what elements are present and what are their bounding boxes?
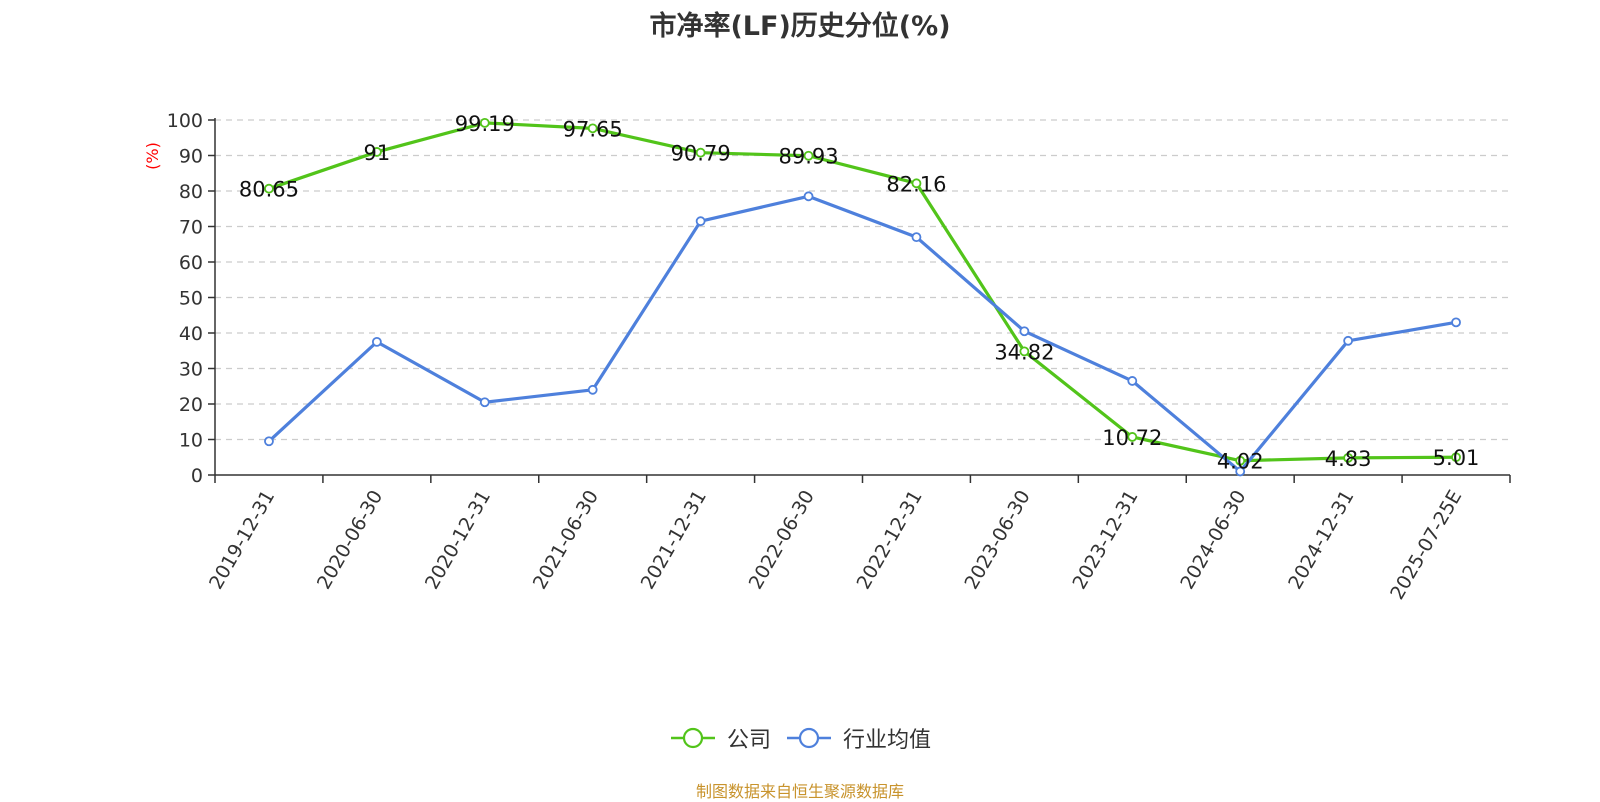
- x-tick-label: 2023-06-30: [960, 487, 1034, 594]
- x-tick-label: 2022-12-31: [853, 486, 927, 593]
- data-point: [695, 147, 706, 158]
- data-label: 80.65: [239, 178, 299, 202]
- data-point: [911, 178, 922, 189]
- y-tick-label: 90: [179, 146, 203, 168]
- data-point: [911, 232, 922, 243]
- x-tick-label: 2019-12-31: [205, 487, 279, 594]
- y-tick-label: 100: [167, 110, 203, 132]
- chart-title: 市净率(LF)历史分位(%): [649, 11, 951, 42]
- data-point: [1451, 452, 1461, 463]
- data-point: [803, 150, 814, 161]
- data-point: [479, 117, 490, 128]
- series-line-company: [268, 121, 1457, 463]
- legend-label: 公司: [726, 728, 771, 753]
- series-line-industry-avg: [267, 194, 1457, 474]
- data-point: [1127, 376, 1138, 386]
- x-tick-label: 2024-12-31: [1284, 487, 1358, 594]
- data-label: 91: [364, 141, 391, 165]
- data-point: [1127, 432, 1138, 442]
- x-tick-label: 2023-12-31: [1068, 487, 1142, 594]
- data-point: [1019, 346, 1030, 357]
- y-tick-label: 80: [179, 181, 203, 203]
- y-tick-label: 10: [179, 430, 203, 452]
- legend-marker-icon: [787, 727, 831, 749]
- y-tick-label: 0: [191, 465, 203, 487]
- legend-label: 行业均值: [843, 728, 932, 753]
- data-point: [371, 147, 382, 157]
- data-point: [587, 123, 598, 134]
- data-point: [371, 336, 382, 347]
- data-label: 82.16: [886, 172, 946, 196]
- data-label: 97.65: [563, 117, 623, 141]
- data-label: 10.72: [1102, 426, 1162, 450]
- y-tick-label: 50: [179, 288, 203, 310]
- x-tick-label: 2020-06-30: [313, 487, 387, 594]
- legend-item[interactable]: 公司: [669, 722, 771, 754]
- data-point: [1343, 335, 1354, 346]
- data-point: [1019, 326, 1030, 337]
- y-tick-label: 40: [179, 323, 203, 345]
- x-tick-label: 2022-06-30: [745, 487, 819, 594]
- data-labels: 80.65 91 99.19 97.65 90.79 89.93 82.16 34.82 10.…: [239, 112, 1480, 474]
- y-tick-label: 70: [179, 217, 203, 239]
- source-note: 制图数据来自恒生聚源数据库: [695, 782, 904, 801]
- legend: 公司 行业均值: [0, 722, 1600, 754]
- data-point: [587, 384, 598, 395]
- data-point: [1235, 455, 1246, 466]
- data-point: [695, 216, 706, 227]
- data-label: 90.79: [671, 142, 731, 166]
- x-tick-label: 2025-07-25E: [1386, 487, 1466, 604]
- y-tick-label: 30: [179, 359, 203, 381]
- x-tick-label: 2021-12-31: [637, 487, 711, 594]
- data-point: [264, 436, 274, 447]
- series-lines: [264, 117, 1461, 477]
- axes: 0 10 20 30 40 50 60 70 80 90 100 2019-12-31 2020-06-…: [167, 110, 1511, 604]
- y-axis-title: (%): [143, 142, 162, 170]
- legend-marker-icon: [670, 727, 715, 749]
- data-point: [264, 183, 274, 194]
- data-point: [479, 397, 490, 408]
- y-tick-label: 20: [179, 394, 203, 416]
- data-label: 99.19: [455, 112, 515, 136]
- y-tick-label: 60: [179, 252, 203, 274]
- data-label: 89.93: [778, 145, 838, 169]
- x-tick-label: 2020-12-31: [421, 486, 495, 593]
- x-tick-label: 2021-06-30: [529, 487, 603, 594]
- data-point: [803, 191, 814, 202]
- data-point: [1235, 466, 1246, 477]
- data-label: 4.02: [1217, 450, 1264, 474]
- data-label: 5.01: [1433, 446, 1480, 470]
- data-point: [1451, 317, 1461, 328]
- data-label: 4.83: [1325, 447, 1372, 471]
- data-point: [1343, 452, 1354, 463]
- x-tick-label: 2024-06-30: [1176, 487, 1250, 594]
- legend-item[interactable]: 行业均值: [785, 722, 931, 754]
- data-label: 34.82: [994, 340, 1054, 364]
